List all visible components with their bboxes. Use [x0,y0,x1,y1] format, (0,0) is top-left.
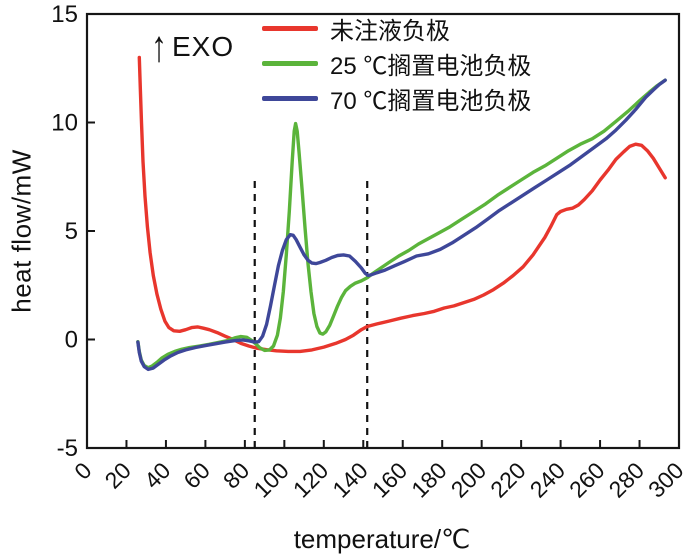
svg-text:220: 220 [485,457,531,503]
x-axis-title: temperature/℃ [293,524,471,554]
svg-text:-5: -5 [57,435,78,462]
legend-label-70c: 70 ℃搁置电池负极 [330,88,532,115]
svg-text:120: 120 [288,457,334,503]
svg-text:200: 200 [446,457,492,503]
exo-label: EXO [172,31,235,62]
svg-text:10: 10 [51,110,78,137]
svg-text:60: 60 [178,457,214,493]
up-arrow-icon: ↑ [151,22,167,71]
svg-text:80: 80 [218,457,254,493]
svg-text:140: 140 [327,457,373,503]
svg-text:40: 40 [139,457,175,493]
legend-item-uninjected: 未注液负极 [262,11,531,46]
svg-text:280: 280 [604,457,650,503]
y-axis-title: heat flow/mW [6,149,37,313]
svg-text:5: 5 [65,218,78,245]
legend-label-25c: 25 ℃搁置电池负极 [330,53,532,80]
svg-text:240: 240 [525,457,571,503]
svg-text:100: 100 [248,457,294,503]
svg-text:0: 0 [65,327,78,354]
legend-label-uninjected: 未注液负极 [330,18,450,45]
legend-item-25c: 25 ℃搁置电池负极 [262,46,531,81]
svg-text:160: 160 [367,457,413,503]
svg-text:260: 260 [564,457,610,503]
exo-annotation: ↑ EXO [148,24,234,70]
legend-line-red-icon [262,26,318,31]
legend-item-70c: 70 ℃搁置电池负极 [262,81,531,116]
svg-text:300: 300 [643,457,689,503]
legend-line-blue-icon [262,96,318,101]
svg-text:20: 20 [100,457,136,493]
svg-text:15: 15 [51,1,78,28]
legend: 未注液负极 25 ℃搁置电池负极 70 ℃搁置电池负极 [262,11,531,116]
legend-line-green-icon [262,61,318,66]
svg-text:180: 180 [406,457,452,503]
